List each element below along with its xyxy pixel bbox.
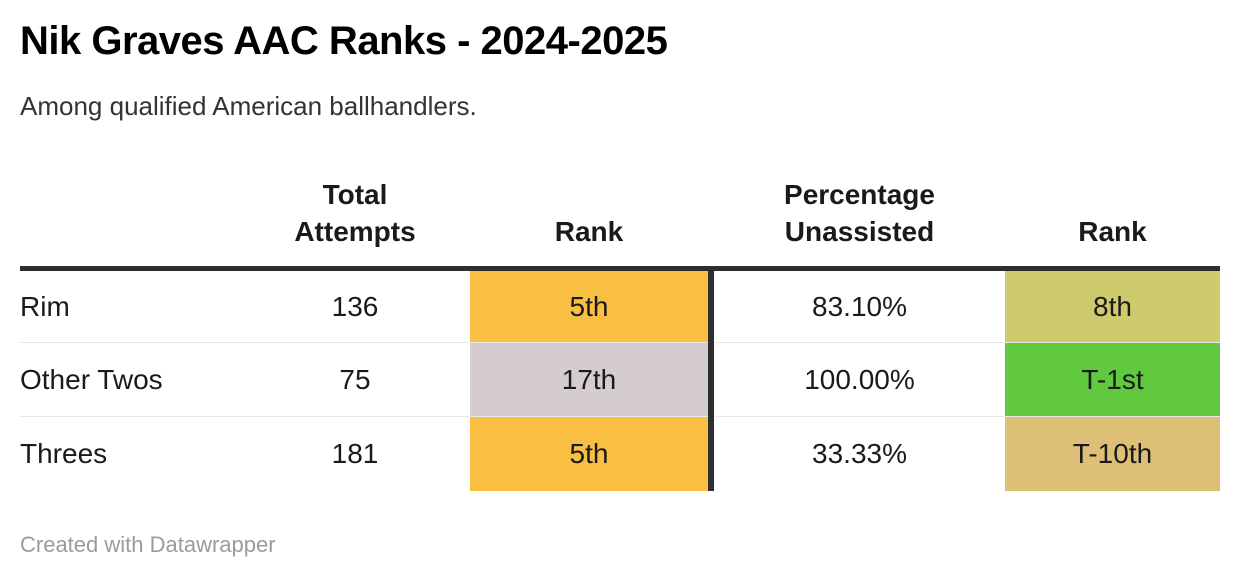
column-divider (708, 268, 714, 343)
percentage-rank-cell: T-1st (1005, 342, 1220, 417)
total-attempts-value: 136 (331, 290, 379, 322)
percentage-rank-cell: T-10th (1005, 416, 1220, 491)
page-title: Nik Graves AAC Ranks - 2024-2025 (20, 19, 668, 63)
row-label: Other Twos (20, 342, 240, 417)
table-row-threes: Threes 181 5th 33.33% T-10th (20, 416, 1220, 491)
column-divider-header (708, 176, 714, 271)
col-header-rank-attempts: Rank (470, 176, 708, 271)
row-label: Rim (20, 290, 70, 322)
ranks-table: Total Attempts Rank Percentage Unassiste… (20, 176, 1220, 491)
attempts-rank-cell: 17th (470, 342, 708, 417)
row-label: Threes (20, 416, 240, 491)
percentage-unassisted-value: 33.33% (714, 416, 1005, 491)
column-divider (708, 416, 714, 491)
table-row-rim: Rim 136 5th 83.10% 8th (20, 268, 1220, 343)
table-row-other-twos: Other Twos 75 17th 100.00% T-1st (20, 342, 1220, 417)
percentage-rank-cell: 8th (1005, 268, 1220, 343)
total-attempts-value: 181 (240, 416, 470, 491)
header-row: Total Attempts Rank Percentage Unassiste… (20, 176, 1220, 271)
col-header-rank-percentage: Rank (1005, 176, 1220, 271)
percentage-unassisted-value: 83.10% (812, 290, 907, 322)
total-attempts-value: 75 (240, 342, 470, 417)
datawrapper-table-widget: Nik Graves AAC Ranks - 2024-2025 Among q… (20, 19, 1220, 557)
datawrapper-credit-link[interactable]: Created with Datawrapper (20, 531, 276, 557)
page-subtitle: Among qualified American ballhandlers. (20, 91, 477, 121)
column-divider (708, 342, 714, 417)
col-header-total-attempts: Total Attempts (240, 176, 470, 271)
attempts-rank-cell: 5th (470, 268, 708, 343)
percentage-unassisted-value: 100.00% (714, 342, 1005, 417)
attempts-rank-cell: 5th (470, 416, 708, 491)
col-header-category (20, 176, 240, 271)
col-header-percentage-unassisted: Percentage Unassisted (714, 176, 1005, 271)
